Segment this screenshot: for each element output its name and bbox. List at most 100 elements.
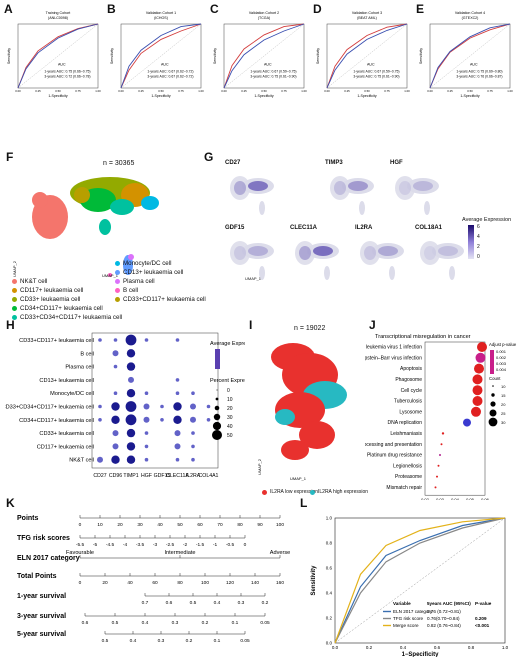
dotplot-dot xyxy=(126,362,136,371)
dotplot-pct-tick: 20 xyxy=(227,406,233,412)
roc-y-label: Sensitivity xyxy=(213,48,217,64)
dotplot-row-label: CD34+CD117+ leukaemia cell xyxy=(19,418,94,424)
nomogram-tick-label: 20 xyxy=(117,522,123,528)
roc-l-table-var: TFG risk score xyxy=(393,616,424,621)
roc-l-table-auc: 0.76 (0.72~0.81) xyxy=(427,609,461,614)
nomogram-row-label: TFG risk scores xyxy=(17,535,70,542)
legend-label: Plasma cell xyxy=(123,278,155,285)
enrichment-x-tick: 0.05 xyxy=(466,497,475,500)
roc-l-table-head: P-value xyxy=(475,601,492,606)
nomogram-tick-label: 120 xyxy=(226,580,234,586)
nomogram-tick-label: 10 xyxy=(97,522,103,528)
nomogram-tick-label: 0.6 xyxy=(166,600,173,606)
feature-title: GDF15 xyxy=(225,225,245,231)
enrichment-term: Proteasome xyxy=(395,474,422,480)
count-dot xyxy=(490,401,496,407)
nomogram-tick-label: -1.5 xyxy=(196,542,205,548)
roc-curve-1-years xyxy=(120,23,202,89)
roc-x-tick: 0.50 xyxy=(261,89,267,93)
dotplot-row-label: CD117+ leukaemia cell xyxy=(37,444,94,450)
roc-l-x-tick: 0.6 xyxy=(434,645,441,650)
nomogram-tick-label: 0 xyxy=(79,580,82,586)
nomogram-tick-label: 30 xyxy=(137,522,143,528)
roc-l-table-p: <0.001 xyxy=(475,623,490,628)
dotplot-dot xyxy=(190,416,196,423)
roc-x-tick: 0.00 xyxy=(221,89,227,93)
count-tick: 25 xyxy=(501,411,506,416)
dotplot-dot xyxy=(113,364,118,369)
roc-plot-c: Validation Cohort 2(TCGA) AUC 1-years AUC:… xyxy=(213,11,307,98)
enrichment-dot xyxy=(474,363,484,374)
roc-title: Validation Cohort 1 xyxy=(146,11,176,15)
roc-subtitle: (BEAT AML) xyxy=(357,16,377,20)
nomogram-row-label: Total Points xyxy=(17,573,57,580)
feature-umap xyxy=(395,176,439,215)
dotplot-col-label: TIMP1 xyxy=(123,473,138,479)
dotplot-dot xyxy=(111,402,120,411)
roc-auc-title: AUC xyxy=(161,63,169,67)
roc-diagonal xyxy=(17,23,99,89)
combined-roc: 0.00.0 0.2 0.2 0.4 0.4 0.6 0.6 0.8 0.8 1.0 1.0 1−Sp… xyxy=(311,516,509,658)
roc-auc-line: 1-years AUC: 0.75 (0.66~0.75) xyxy=(44,70,90,74)
dotplot-pct-dot xyxy=(212,421,222,431)
roc-l-curve xyxy=(334,517,506,644)
roc-x-tick: 0.25 xyxy=(138,89,144,93)
roc-l-y-tick: 0.4 xyxy=(326,591,333,596)
dotplot-dot xyxy=(144,391,149,395)
il2ra-legend-item: IL2RA high expression xyxy=(310,489,368,495)
enrichment-dot xyxy=(434,486,437,489)
nomogram-tick-label: 70 xyxy=(217,522,223,528)
roc-x-tick: 1.00 xyxy=(404,89,410,93)
umap-i-n: n = 19022 xyxy=(294,325,326,332)
roc-auc-line: 1-years AUC: 0.75 (0.69~0.80) xyxy=(456,70,502,74)
roc-frame xyxy=(120,23,202,89)
dotplot-dot xyxy=(144,457,149,462)
roc-diagonal xyxy=(223,23,305,89)
nomogram-tick-label: 40 xyxy=(157,522,163,528)
padj-tick: 0.001 xyxy=(496,349,507,354)
nomogram-tick-label: Adverse xyxy=(270,550,291,556)
nomogram-tick-label: 0.4 xyxy=(142,620,149,626)
roc-l-table-var: Merge score xyxy=(393,623,419,628)
nomogram-tick-label: -3 xyxy=(153,542,158,548)
dotplot-dot xyxy=(191,457,195,462)
nomogram-tick-label: 50 xyxy=(177,522,183,528)
feature-umap xyxy=(295,241,339,280)
enrichment-x-tick: 0.06 xyxy=(481,497,490,500)
legend-swatch xyxy=(115,279,120,284)
umap-x-axis: UMAP_1 xyxy=(102,273,119,278)
roc-l-table-head: Variable xyxy=(393,601,411,606)
avg-expr-legend-title: Average Expression xyxy=(462,217,512,223)
nomogram-tick-label: 0 xyxy=(244,542,247,548)
roc-l-x-tick: 0.4 xyxy=(400,645,407,650)
enrichment-term: Tuberculosis xyxy=(394,399,423,405)
panel-label-l: L xyxy=(300,496,308,510)
roc-l-x-label: 1−Specificity xyxy=(402,652,440,657)
roc-x-tick: 0.25 xyxy=(35,89,41,93)
dotplot-pct-tick: 10 xyxy=(227,397,233,403)
dotplot-dot xyxy=(125,414,137,426)
cluster-legend-item: CD13+ leukaemia cell xyxy=(115,269,183,276)
nomogram-tick-label: 0.3 xyxy=(172,620,179,626)
dotplot-dot xyxy=(112,430,119,437)
roc-auc-line: 1-years AUC: 0.67 (0.59~0.75) xyxy=(250,70,296,74)
count-tick: 15 xyxy=(501,393,506,398)
dotplot-col-label: CD96 xyxy=(109,473,122,479)
cluster-legend-item: B cell xyxy=(115,287,138,294)
count-dot xyxy=(489,409,497,417)
roc-l-diagonal xyxy=(334,517,506,644)
roc-x-label: 1-Specificity xyxy=(48,94,68,98)
nomogram-tick-label: 80 xyxy=(177,580,183,586)
nomogram-tick-label: -1 xyxy=(213,542,218,548)
count-title: Count xyxy=(489,376,501,381)
legend-label: CD13+ leukaemia cell xyxy=(123,269,184,276)
panel-label-d: D xyxy=(313,2,322,16)
enrichment-term: Mismatch repair xyxy=(386,485,422,491)
nomogram-tick-label: -4.5 xyxy=(106,542,115,548)
roc-curve-3-years xyxy=(429,23,511,89)
dotplot-row-label: Plasma cell xyxy=(65,365,94,371)
dotplot-dot xyxy=(112,443,119,450)
roc-x-tick: 0.25 xyxy=(344,89,350,93)
nomogram-tick-label: 0.2 xyxy=(186,638,193,644)
dotplot-dot xyxy=(126,349,136,358)
